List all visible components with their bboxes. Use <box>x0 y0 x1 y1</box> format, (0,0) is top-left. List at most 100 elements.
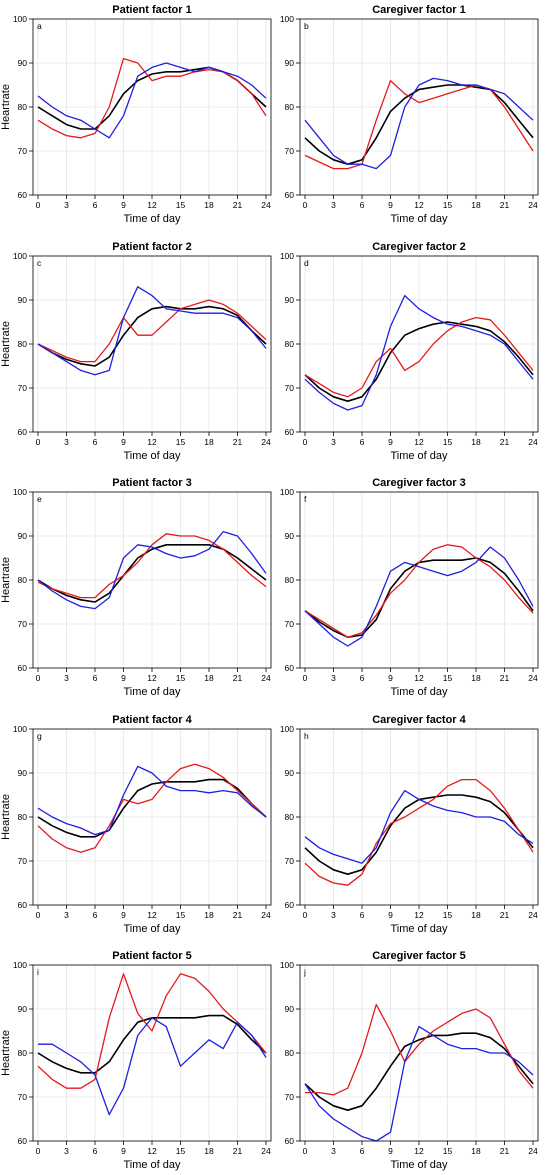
x-tick-label: 6 <box>93 200 98 210</box>
x-tick-label: 24 <box>261 437 271 447</box>
series-line-blue <box>304 294 534 411</box>
x-tick-label: 15 <box>443 673 453 683</box>
x-tick-label: 0 <box>36 437 41 447</box>
y-tick-label: 100 <box>13 487 27 497</box>
x-tick-label: 3 <box>331 437 336 447</box>
x-tick-label: 15 <box>443 910 453 920</box>
x-tick-label: 24 <box>528 910 538 920</box>
series-line-blue <box>304 546 534 647</box>
chart-panel-f: 0 3 6 9 12 15 18 21 24 60 70 80 90 100 Caregiver facto… <box>280 477 539 698</box>
x-tick-label: 24 <box>261 673 271 683</box>
panel-title: Patient factor 3 <box>112 477 191 489</box>
x-tick-label: 9 <box>121 673 126 683</box>
chart-panel-h: 0 3 6 9 12 15 18 21 24 60 70 80 90 100 Caregiver facto… <box>280 714 539 935</box>
panel-letter: d <box>304 258 309 268</box>
x-tick-label: 15 <box>176 437 186 447</box>
series-line-black <box>37 305 267 367</box>
y-tick-label: 70 <box>285 619 295 629</box>
y-tick-label: 80 <box>285 102 295 112</box>
x-tick-label: 12 <box>414 910 424 920</box>
series-line-black <box>304 84 534 165</box>
x-tick-label: 18 <box>204 200 214 210</box>
x-tick-label: 24 <box>528 1146 538 1156</box>
x-tick-label: 24 <box>528 437 538 447</box>
x-tick-label: 9 <box>388 1146 393 1156</box>
y-axis-label: Heartrate <box>0 1030 12 1076</box>
y-tick-label: 100 <box>13 14 27 24</box>
panel-letter: j <box>303 967 306 977</box>
x-tick-label: 0 <box>303 437 308 447</box>
y-axis-label: Heartrate <box>0 794 12 840</box>
series-line-blue <box>304 1025 534 1142</box>
x-axis-label: Time of day <box>123 213 181 225</box>
panel-title: Patient factor 2 <box>112 241 191 253</box>
series-line-red <box>304 316 534 398</box>
series-line-red <box>37 57 267 139</box>
chart-panel-b: 0 3 6 9 12 15 18 21 24 60 70 80 90 100 Caregiver facto… <box>280 4 539 225</box>
x-tick-label: 24 <box>528 200 538 210</box>
chart-panel-j: 0 3 6 9 12 15 18 21 24 60 70 80 90 100 Caregiver facto… <box>280 950 539 1171</box>
x-tick-label: 12 <box>147 1146 157 1156</box>
x-tick-label: 15 <box>176 200 186 210</box>
x-tick-label: 6 <box>360 200 365 210</box>
y-tick-label: 60 <box>18 190 28 200</box>
y-tick-label: 60 <box>285 663 295 673</box>
x-tick-label: 15 <box>176 1146 186 1156</box>
y-tick-label: 80 <box>285 1048 295 1058</box>
x-tick-label: 21 <box>233 437 243 447</box>
x-tick-label: 24 <box>528 673 538 683</box>
series-line-black <box>304 321 534 403</box>
y-tick-label: 80 <box>18 575 28 585</box>
y-tick-label: 90 <box>18 531 28 541</box>
y-tick-label: 70 <box>285 383 295 393</box>
x-tick-label: 12 <box>147 673 157 683</box>
y-tick-label: 100 <box>13 251 27 261</box>
y-tick-label: 90 <box>285 1004 295 1014</box>
chart-panel-e: 0 3 6 9 12 15 18 21 24 60 70 80 90 100 Patient factor … <box>0 477 272 698</box>
x-tick-label: 21 <box>233 910 243 920</box>
x-tick-label: 18 <box>204 910 214 920</box>
y-tick-label: 80 <box>285 339 295 349</box>
x-tick-label: 12 <box>147 910 157 920</box>
y-tick-label: 90 <box>18 1004 28 1014</box>
x-tick-label: 3 <box>64 910 69 920</box>
x-tick-label: 21 <box>500 910 510 920</box>
y-axis-label: Heartrate <box>0 84 12 130</box>
x-axis-label: Time of day <box>390 686 448 698</box>
x-tick-label: 12 <box>147 437 157 447</box>
x-axis-label: Time of day <box>390 923 448 935</box>
x-tick-label: 6 <box>93 673 98 683</box>
y-tick-label: 90 <box>18 58 28 68</box>
x-tick-label: 15 <box>443 437 453 447</box>
x-tick-label: 3 <box>331 200 336 210</box>
x-tick-label: 21 <box>233 200 243 210</box>
x-tick-label: 12 <box>147 200 157 210</box>
x-axis-label: Time of day <box>123 450 181 462</box>
series-line-blue <box>304 77 534 170</box>
x-tick-label: 9 <box>121 200 126 210</box>
series-line-blue <box>38 1017 267 1116</box>
x-tick-label: 0 <box>36 1146 41 1156</box>
x-tick-label: 3 <box>331 673 336 683</box>
y-tick-label: 70 <box>285 146 295 156</box>
x-tick-label: 12 <box>414 200 424 210</box>
y-tick-label: 70 <box>18 856 28 866</box>
x-tick-label: 15 <box>443 1146 453 1156</box>
y-tick-label: 70 <box>18 1092 28 1102</box>
series-line-blue <box>37 765 267 836</box>
y-tick-label: 60 <box>18 900 28 910</box>
y-axis-label: Heartrate <box>0 557 12 603</box>
x-tick-label: 0 <box>303 1146 308 1156</box>
x-tick-label: 9 <box>121 1146 126 1156</box>
x-tick-label: 21 <box>500 1146 510 1156</box>
y-tick-label: 70 <box>285 856 295 866</box>
panel-title: Caregiver factor 4 <box>372 714 466 726</box>
y-tick-label: 60 <box>18 663 28 673</box>
x-tick-label: 18 <box>204 673 214 683</box>
panel-title: Caregiver factor 1 <box>372 4 466 16</box>
panel-letter: a <box>37 21 42 31</box>
y-tick-label: 60 <box>285 1136 295 1146</box>
y-tick-label: 100 <box>13 960 27 970</box>
series-line-red <box>37 299 267 363</box>
